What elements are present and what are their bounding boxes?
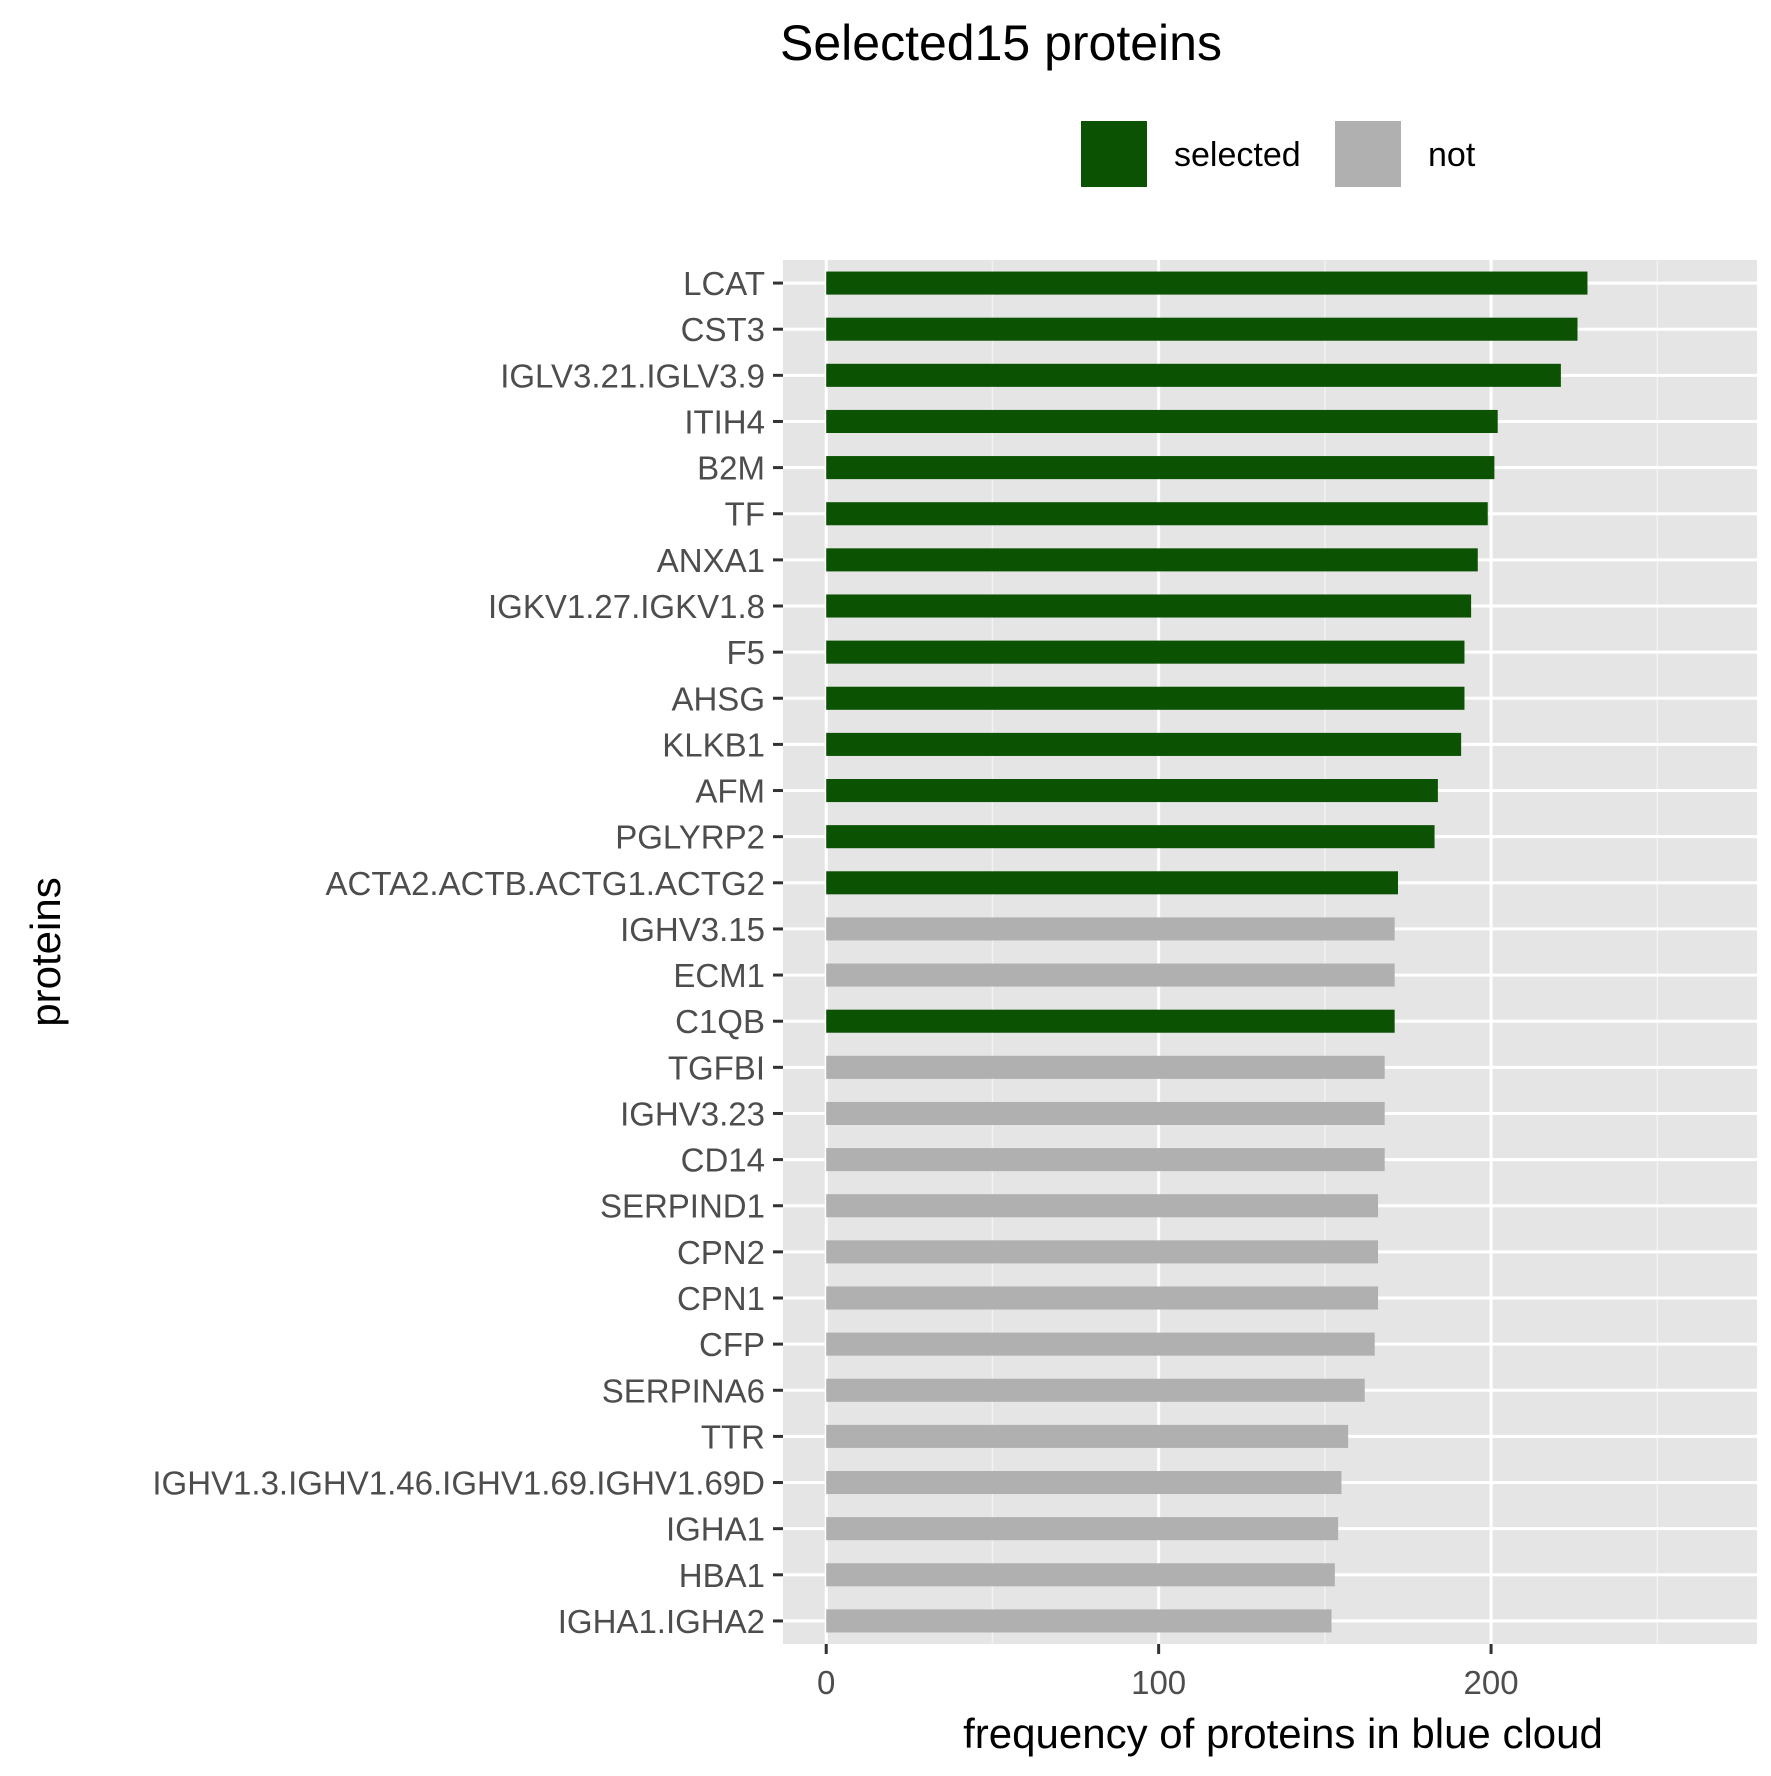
y-tick-label: IGHA1.IGHA2	[558, 1603, 765, 1640]
y-tick-label: AFM	[695, 773, 765, 810]
bar-ITIH4	[826, 409, 1498, 433]
y-tick-label: LCAT	[683, 265, 765, 302]
y-tick-label: F5	[726, 634, 765, 671]
y-tick-label: IGHV3.23	[620, 1095, 765, 1132]
bar-IGHV3.23	[826, 1101, 1385, 1125]
bar-TGFBI	[826, 1055, 1385, 1079]
bar-ECM1	[826, 963, 1395, 987]
bar-F5	[826, 640, 1465, 664]
legend-key-not	[1333, 119, 1403, 189]
bar-TF	[826, 502, 1488, 526]
bar-CPN1	[826, 1286, 1379, 1310]
y-tick-label: TGFBI	[668, 1049, 765, 1086]
bar-AFM	[826, 779, 1438, 803]
y-tick-label: B2M	[697, 450, 765, 487]
y-tick-label: SERPIND1	[600, 1188, 765, 1225]
y-tick-label: ECM1	[673, 957, 765, 994]
y-tick-label: IGHA1	[666, 1511, 765, 1548]
bar-CFP	[826, 1332, 1375, 1356]
x-tick-label: 100	[1131, 1664, 1186, 1701]
bars	[826, 271, 1588, 1633]
bar-B2M	[826, 456, 1495, 480]
bar-PGLYRP2	[826, 825, 1435, 849]
y-tick-label: ACTA2.ACTB.ACTG1.ACTG2	[326, 865, 765, 902]
bar-AHSG	[826, 686, 1465, 710]
x-tick-label: 0	[817, 1664, 835, 1701]
legend-key-selected	[1079, 119, 1149, 189]
y-tick-label: CD14	[681, 1142, 765, 1179]
bar-KLKB1	[826, 732, 1462, 756]
y-tick-label: SERPINA6	[602, 1372, 765, 1409]
x-tick-label: 200	[1464, 1664, 1519, 1701]
y-tick-label: KLKB1	[662, 726, 765, 763]
bar-IGKV1.27.IGKV1.8	[826, 594, 1472, 618]
y-tick-label: HBA1	[679, 1557, 765, 1594]
y-tick-label: ANXA1	[657, 542, 765, 579]
bar-IGHA1	[826, 1517, 1339, 1541]
y-tick-label: IGKV1.27.IGKV1.8	[488, 588, 765, 625]
bar-ANXA1	[826, 548, 1478, 572]
y-tick-label: CFP	[699, 1326, 765, 1363]
bar-CPN2	[826, 1240, 1379, 1264]
x-axis-title: frequency of proteins in blue cloud	[963, 1710, 1603, 1757]
y-tick-label: C1QB	[675, 1003, 765, 1040]
bar-SERPIND1	[826, 1194, 1379, 1218]
chart-title: Selected15 proteins	[780, 15, 1222, 71]
y-tick-label: IGHV3.15	[620, 911, 765, 948]
bar-IGHA1.IGHA2	[826, 1609, 1332, 1633]
bar-TTR	[826, 1424, 1349, 1448]
y-tick-label: PGLYRP2	[615, 819, 765, 856]
y-tick-label: IGLV3.21.IGLV3.9	[500, 357, 765, 394]
bar-ACTA2.ACTB.ACTG1.ACTG2	[826, 871, 1398, 895]
legend: selected not	[1079, 119, 1476, 189]
x-axis: 0 100 200	[817, 1644, 1519, 1701]
legend-label-selected: selected	[1174, 136, 1301, 174]
bar-HBA1	[826, 1563, 1335, 1587]
y-tick-label: ITIH4	[684, 403, 765, 440]
y-axis: LCAT CST3 IGLV3.21.IGLV3.9 ITIH4 B2M TF ANXA1 I…	[152, 265, 783, 1640]
bar-CD14	[826, 1148, 1385, 1172]
plot-panel	[783, 260, 1757, 1644]
bar-IGHV3.15	[826, 917, 1395, 941]
bar-LCAT	[826, 271, 1588, 295]
y-tick-label: CST3	[681, 311, 765, 348]
y-tick-label: TF	[725, 496, 765, 533]
y-tick-label: AHSG	[671, 680, 765, 717]
bar-CST3	[826, 317, 1578, 341]
y-tick-label: IGHV1.3.IGHV1.46.IGHV1.69.IGHV1.69D	[152, 1465, 765, 1502]
bar-C1QB	[826, 1009, 1395, 1033]
y-tick-label: CPN1	[677, 1280, 765, 1317]
bar-IGHV1.3.IGHV1.46.IGHV1.69.IGHV1.69D	[826, 1471, 1342, 1495]
y-tick-label: TTR	[701, 1418, 765, 1455]
y-tick-label: CPN2	[677, 1234, 765, 1271]
legend-label-not: not	[1428, 136, 1476, 174]
bar-SERPINA6	[826, 1378, 1365, 1402]
bar-IGLV3.21.IGLV3.9	[826, 363, 1561, 387]
y-axis-title: proteins	[22, 877, 69, 1026]
